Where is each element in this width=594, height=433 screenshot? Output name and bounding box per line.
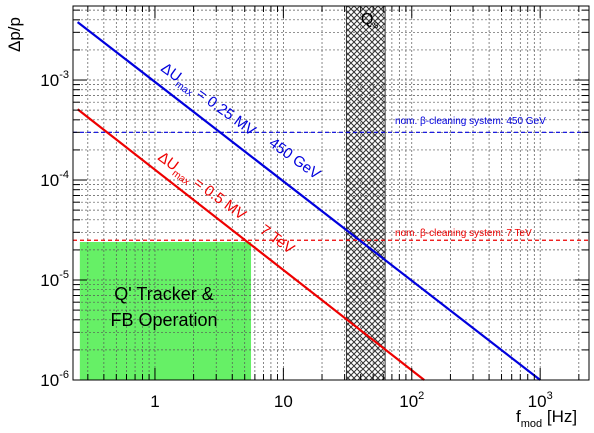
y-tick-label-2: 10-4 <box>40 169 69 190</box>
ticks-layer <box>73 6 589 380</box>
region-label-line-1: Q' Tracker & <box>114 284 213 304</box>
x-tick-label-2: 102 <box>399 390 424 411</box>
hline-label-red: nom. β-cleaning system: 7 TeV <box>395 228 532 239</box>
series-layer <box>76 21 541 381</box>
hlines-layer <box>73 131 589 241</box>
y-tick-label-0: 10-6 <box>40 369 69 390</box>
x-tick-label-0: 1 <box>150 392 159 411</box>
regions-layer <box>79 241 252 380</box>
region-0 <box>79 241 252 380</box>
x-axis-title: fmod [Hz] <box>516 407 577 430</box>
plot-frame <box>72 5 590 381</box>
y-axis-title: Δp/p <box>5 17 24 52</box>
hline-label-blue: nom. β-cleaning system: 450 GeV <box>395 116 546 127</box>
y-tick-label-3: 10-3 <box>40 69 69 90</box>
band-label-qs: Qs <box>361 11 378 31</box>
region-label-line-2: FB Operation <box>110 310 217 330</box>
x-tick-label-3: 103 <box>528 390 553 411</box>
labels-layer: 1 10 102 103 10-6 10-5 10-4 10-3 <box>40 69 552 411</box>
x-tick-label-1: 10 <box>274 392 293 411</box>
series-line-0 <box>76 21 541 381</box>
series-line-1 <box>76 108 425 381</box>
frame-layer <box>72 5 590 381</box>
y-tick-label-1: 10-5 <box>40 269 69 290</box>
